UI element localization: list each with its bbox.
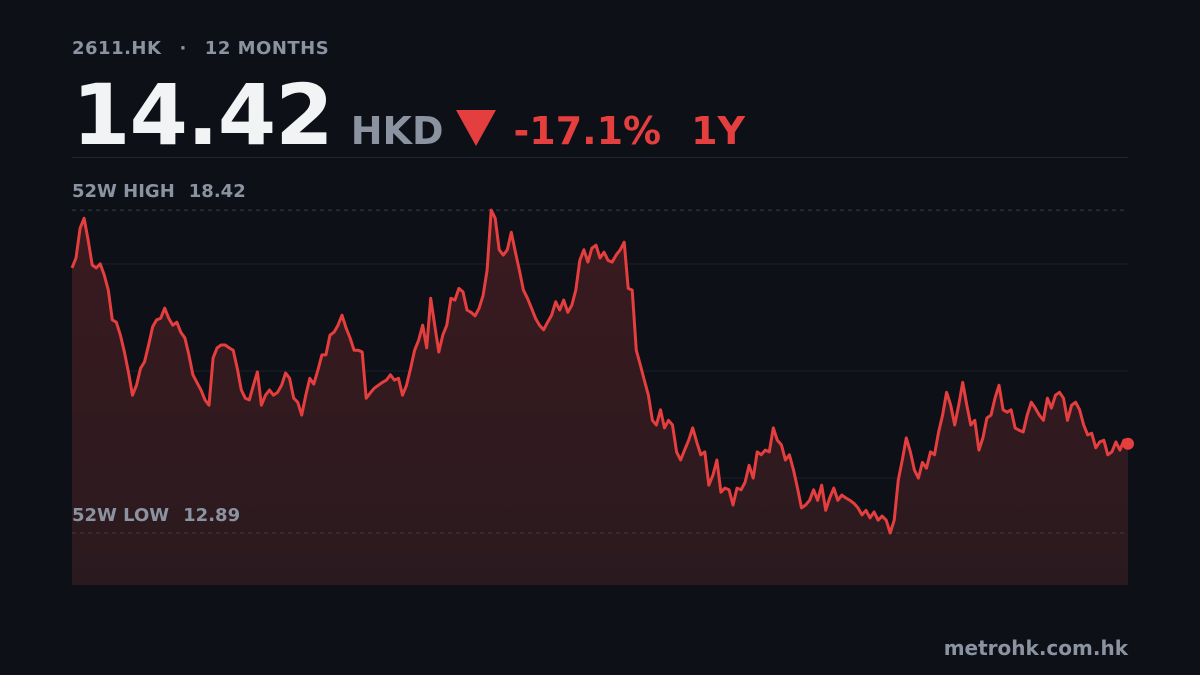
currency: HKD [350, 109, 444, 153]
price: 14.42 [72, 66, 334, 164]
price-row: 14.42 HKD -17.1% 1Y [72, 66, 745, 164]
down-arrow [455, 110, 496, 146]
area-fill [72, 210, 1128, 585]
price-line [70, 208, 1129, 535]
high-value: 18.42 [189, 181, 246, 202]
period: 12 MONTHS [204, 38, 330, 59]
range: 1Y [691, 109, 746, 153]
high-label: 52W HIGH [72, 181, 175, 202]
source: metrohk.com.hk [943, 636, 1128, 660]
ticker: 2611.HK [72, 38, 162, 59]
low-label: 52W LOW [72, 505, 169, 526]
separator: · [179, 38, 187, 59]
subtitle: 2611.HK · 12 MONTHS [72, 38, 347, 59]
change: -17.1% [513, 109, 662, 153]
low-value: 12.89 [183, 505, 240, 526]
last-point [1122, 437, 1134, 450]
